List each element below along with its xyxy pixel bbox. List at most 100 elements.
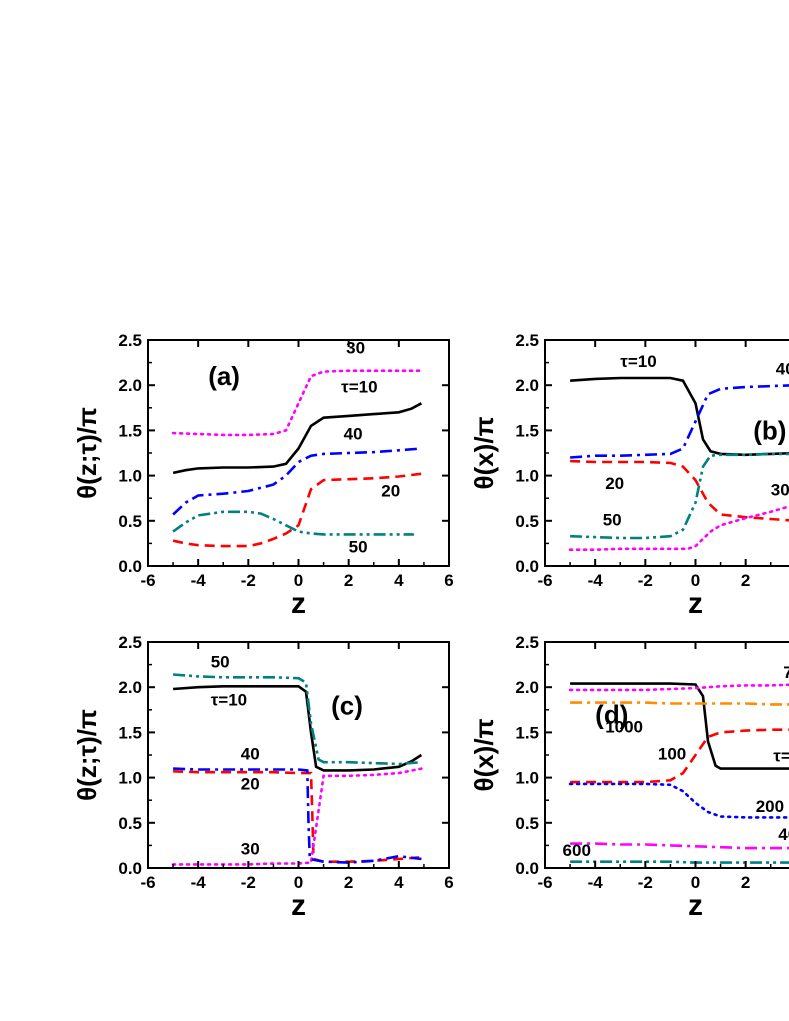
- x-tick-label: 2: [344, 873, 353, 892]
- series-label: 50: [211, 652, 230, 671]
- series-line-0: [173, 685, 423, 772]
- plot-frame: [147, 641, 450, 869]
- series-label: 30: [241, 839, 260, 858]
- y-tick-label: 1.5: [118, 723, 142, 742]
- x-tick-label: 0: [691, 571, 700, 590]
- series-line-1: [570, 459, 789, 522]
- x-tick-label: -6: [537, 571, 552, 590]
- x-tick-label: -4: [588, 873, 604, 892]
- series-line-3: [570, 842, 789, 850]
- x-tick-label: -6: [140, 873, 155, 892]
- series-line-4: [172, 510, 414, 536]
- x-tick-label: -4: [191, 571, 207, 590]
- y-tick-label: 2.5: [118, 633, 142, 652]
- panel-label: (a): [208, 361, 240, 391]
- y-tick-label: 0.5: [515, 814, 539, 833]
- series-line-2: [171, 767, 423, 866]
- x-tick-label: 0: [294, 873, 303, 892]
- y-tick-label: 2.5: [515, 633, 539, 652]
- x-tick-label: 0: [294, 571, 303, 590]
- x-tick-label: -2: [638, 571, 653, 590]
- y-axis-title: θ(x)/π: [469, 416, 499, 489]
- y-tick-label: 0.5: [118, 512, 142, 531]
- y-tick-label: 1.5: [118, 421, 142, 440]
- x-axis-title: z: [291, 587, 306, 620]
- series-label: 50: [603, 510, 622, 529]
- x-tick-label: 6: [444, 873, 453, 892]
- series-label: 20: [381, 481, 400, 500]
- x-tick-label: -4: [191, 873, 207, 892]
- series-label: τ=10: [620, 352, 656, 371]
- y-tick-label: 2.0: [118, 678, 142, 697]
- y-tick-label: 1.0: [118, 467, 142, 486]
- y-tick-label: 2.0: [515, 376, 539, 395]
- plot-frame: [147, 339, 450, 567]
- series-label: 200: [756, 797, 784, 816]
- x-tick-label: 4: [394, 873, 404, 892]
- x-tick-label: 0: [691, 873, 700, 892]
- panel-label: (d): [595, 699, 628, 729]
- y-tick-label: 1.5: [515, 421, 539, 440]
- series-line-5: [568, 683, 789, 692]
- y-tick-label: 0.0: [118, 557, 142, 576]
- series-label: 20: [605, 474, 624, 493]
- x-tick-label: -4: [588, 571, 604, 590]
- series-line-6: [570, 701, 789, 706]
- y-tick-label: 1.0: [515, 467, 539, 486]
- panel-label: (c): [331, 690, 363, 720]
- panel-b: τ=1020304050-6-4-20240.00.51.01.52.02.5z…: [469, 331, 789, 620]
- series-line-1: [172, 472, 422, 548]
- y-tick-label: 2.0: [515, 678, 539, 697]
- series-label: 40: [241, 745, 260, 764]
- y-tick-label: 0.5: [515, 512, 539, 531]
- y-tick-label: 2.5: [515, 331, 539, 350]
- series-line-3: [172, 447, 422, 516]
- series-label: 20: [241, 774, 260, 793]
- y-axis-title: θ(x)/π: [469, 718, 499, 791]
- y-tick-label: 0.0: [515, 557, 539, 576]
- panel-c: τ=10 20 30 40 50 -6 -4 -2 0 2 4 6 0.0 0.5 1.0 1.5 2.0 2.5…: [72, 633, 454, 922]
- x-tick-label: 4: [394, 571, 404, 590]
- series-label: τ=1: [773, 746, 789, 765]
- series-label: 1000: [605, 717, 643, 736]
- series-label: 700: [783, 663, 789, 682]
- series-label: 100: [658, 745, 686, 764]
- series-line-3: [570, 384, 789, 459]
- x-tick-label: 2: [741, 571, 750, 590]
- series-line-0: [172, 402, 423, 475]
- x-axis-title: z: [291, 889, 306, 922]
- x-tick-label: -2: [638, 873, 653, 892]
- series-label: 40: [776, 359, 789, 378]
- series-line-2: [568, 782, 789, 819]
- y-tick-label: 2.0: [118, 376, 142, 395]
- y-tick-label: 1.0: [118, 769, 142, 788]
- y-tick-label: 0.0: [515, 859, 539, 878]
- series-line-2: [171, 369, 423, 437]
- y-tick-label: 1.0: [515, 769, 539, 788]
- plot-frame: [544, 339, 789, 567]
- x-tick-label: 6: [444, 571, 453, 590]
- panel-label: (b): [753, 415, 786, 445]
- y-axis-title: θ(z;τ)/π: [72, 407, 102, 499]
- series-label: 30: [346, 339, 365, 358]
- series-label: 400: [778, 825, 789, 844]
- x-tick-label: -6: [537, 873, 552, 892]
- series-line-4: [570, 860, 789, 864]
- panel-a: τ=10 20 30 40 50 -6 -4 -2 0 2 4 6 0.0 0.5 1.0 1.5 2.0 2.5…: [72, 331, 454, 620]
- y-tick-label: 1.5: [515, 723, 539, 742]
- series-line-1: [570, 728, 789, 784]
- y-tick-label: 0.0: [118, 859, 142, 878]
- series-line-0: [570, 682, 789, 770]
- series-label: 30: [771, 480, 789, 499]
- y-tick-label: 0.5: [118, 814, 142, 833]
- x-tick-label: 2: [344, 571, 353, 590]
- x-tick-label: -2: [241, 571, 256, 590]
- x-axis-title: z: [688, 587, 703, 620]
- series-line-1: [173, 770, 422, 863]
- series-line-4: [173, 673, 422, 766]
- series-label: τ=10: [211, 690, 247, 709]
- series-label: 600: [563, 841, 591, 860]
- y-axis-title: θ(z;τ)/π: [72, 709, 102, 801]
- series-label: 40: [344, 424, 363, 443]
